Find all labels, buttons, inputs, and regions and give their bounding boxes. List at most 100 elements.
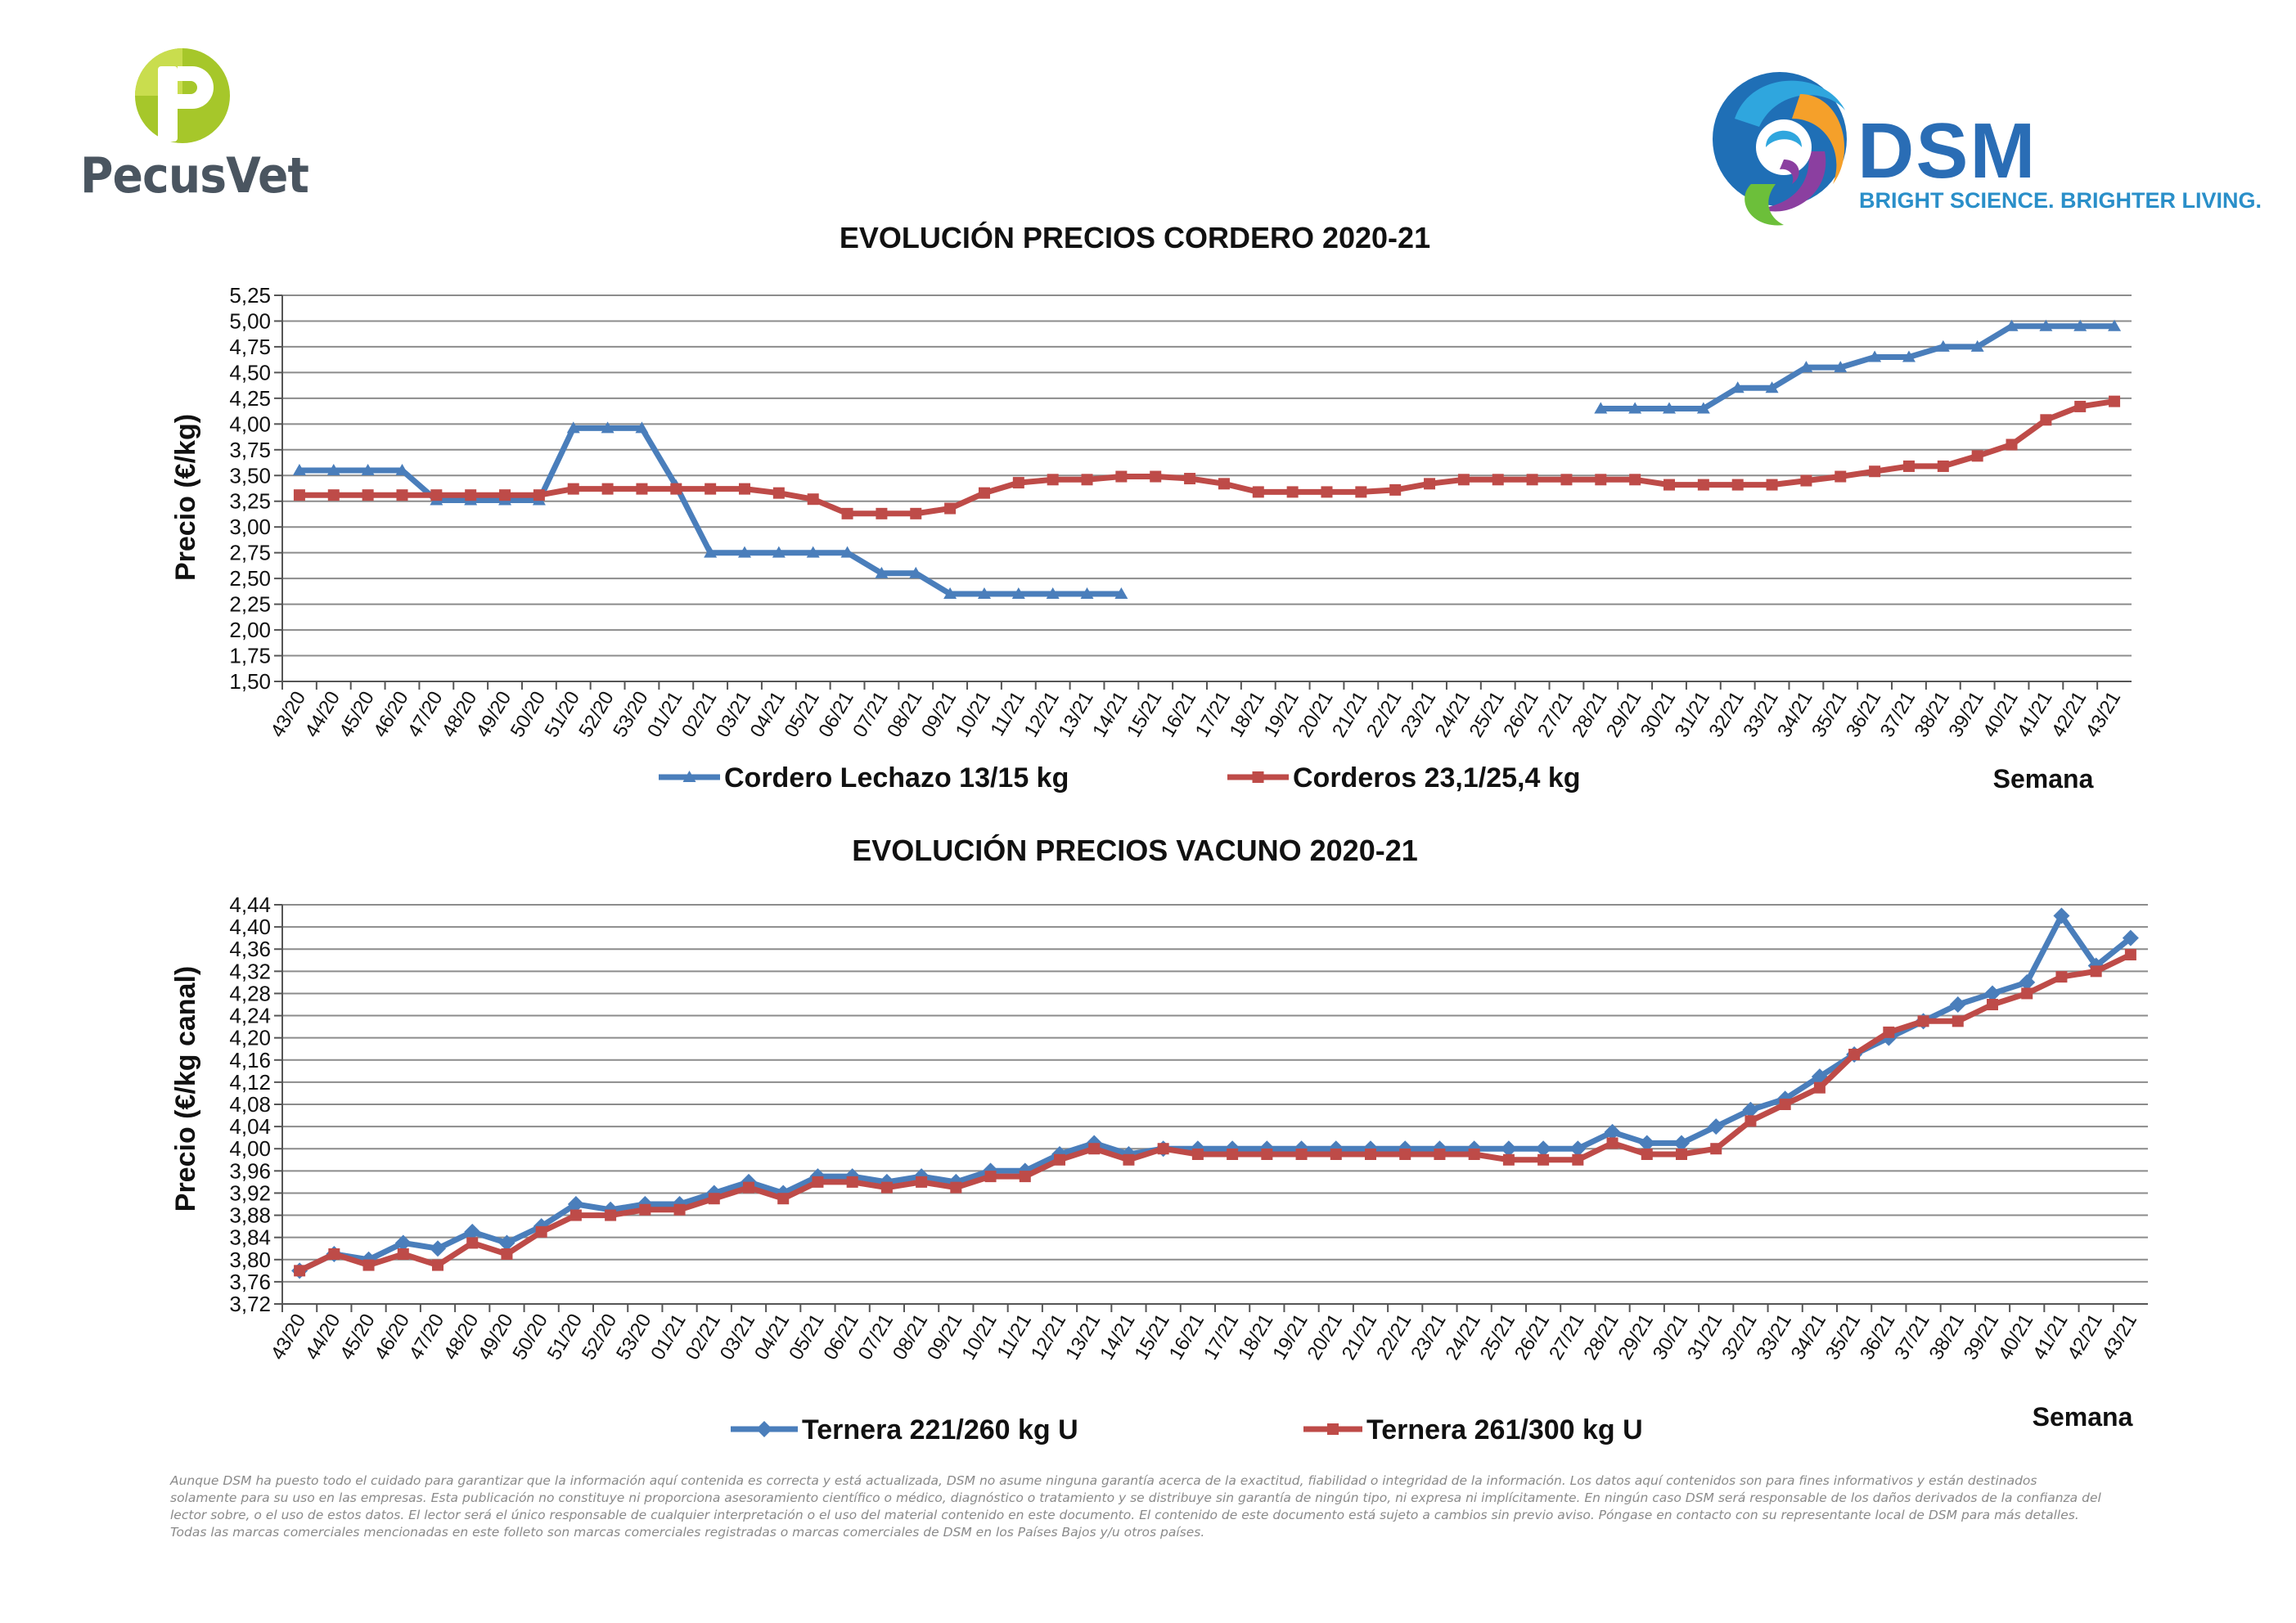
data-point (1114, 587, 1128, 600)
data-point (1424, 478, 1436, 490)
x-tick-label: 43/20 (267, 1311, 310, 1364)
x-tick-label: 53/20 (609, 688, 652, 742)
y-tick-label: 4,32 (229, 959, 271, 983)
x-tick-label: 36/21 (1842, 688, 1885, 742)
x-tick-label: 16/21 (1165, 1311, 1209, 1364)
series-1 (292, 319, 2122, 600)
y-tick-label: 3,92 (229, 1180, 271, 1205)
data-point (1708, 1118, 1725, 1135)
data-point (806, 546, 820, 558)
data-point (2005, 319, 2019, 331)
data-point (738, 546, 751, 558)
data-point (1970, 339, 1984, 352)
data-point (840, 546, 854, 558)
data-point (432, 1259, 443, 1271)
y-tick-label: 4,28 (229, 981, 271, 1005)
data-point (978, 487, 990, 499)
data-point (1987, 999, 1998, 1010)
data-point (1218, 478, 1230, 490)
data-point (1157, 1143, 1169, 1155)
x-tick-label: 24/21 (1431, 688, 1474, 742)
data-point (1434, 1149, 1446, 1160)
x-tick-label: 38/21 (1911, 688, 1954, 742)
data-point (1526, 474, 1538, 486)
x-tick-label: 26/21 (1510, 1311, 1554, 1364)
x-tick-label: 31/21 (1683, 1311, 1727, 1364)
data-point (2090, 965, 2102, 978)
data-point (1286, 486, 1299, 498)
legend-marker (1252, 771, 1264, 783)
data-point (2124, 949, 2136, 960)
data-point (977, 587, 991, 600)
data-point (2074, 400, 2087, 412)
data-point (1399, 1149, 1411, 1160)
data-point (1012, 477, 1024, 489)
x-tick-label: 46/20 (369, 688, 412, 742)
x-tick-label: 51/20 (541, 688, 584, 742)
data-point (1696, 402, 1710, 414)
data-point (1080, 587, 1094, 600)
data-point (465, 489, 477, 501)
data-point (464, 1223, 481, 1240)
data-point (498, 1234, 515, 1252)
data-point (1492, 474, 1504, 486)
x-tick-label: 42/21 (2063, 1311, 2106, 1364)
x-tick-label: 20/21 (1303, 1311, 1347, 1364)
x-tick-label: 01/21 (643, 688, 687, 742)
y-tick-label: 3,72 (229, 1292, 271, 1316)
y-tick-label: 2,75 (229, 541, 271, 565)
data-point (1949, 996, 1966, 1013)
data-point (1252, 486, 1264, 498)
data-point (636, 483, 648, 495)
data-point (327, 489, 340, 501)
y-tick-label: 4,16 (229, 1048, 271, 1072)
data-point (1868, 350, 1882, 362)
series-2 (294, 949, 2136, 1277)
data-point (1046, 587, 1060, 600)
data-point (1537, 1153, 1550, 1166)
data-point (361, 463, 375, 475)
y-tick-label: 2,25 (229, 592, 271, 617)
data-point (499, 489, 511, 501)
data-point (1572, 1153, 1584, 1166)
data-point (293, 489, 305, 501)
y-tick-label: 5,25 (229, 283, 271, 308)
legend-marker (756, 1421, 772, 1437)
x-tick-label: 27/21 (1533, 688, 1577, 742)
data-point (777, 1193, 790, 1205)
y-tick-label: 3,75 (229, 438, 271, 462)
x-tick-label: 43/20 (267, 688, 310, 742)
data-point (910, 507, 922, 519)
x-tick-label: 38/21 (1925, 1311, 1969, 1364)
x-tick-label: 26/21 (1499, 688, 1542, 742)
x-tick-label: 21/21 (1338, 1311, 1381, 1364)
y-tick-label: 3,76 (229, 1270, 271, 1294)
data-point (1365, 1149, 1376, 1160)
data-point (1697, 479, 1709, 491)
data-point (1984, 985, 2001, 1002)
data-point (1191, 1149, 1204, 1160)
data-point (601, 483, 614, 495)
y-tick-label: 3,00 (229, 515, 271, 539)
y-tick-label: 4,75 (229, 335, 271, 359)
data-point (501, 1248, 513, 1260)
data-point (397, 1248, 409, 1260)
data-point (812, 1176, 824, 1188)
data-point (2109, 395, 2121, 407)
x-tick-label: 44/20 (301, 1311, 344, 1364)
data-point (362, 1259, 375, 1271)
data-point (943, 587, 957, 600)
x-tick-label: 34/21 (1787, 1311, 1830, 1364)
data-point (1019, 1171, 1031, 1183)
x-tick-label: 02/21 (682, 1311, 725, 1364)
x-tick-label: 27/21 (1545, 1311, 1588, 1364)
x-tick-label: 18/21 (1226, 688, 1269, 742)
x-tick-label: 05/21 (780, 688, 823, 742)
data-point (396, 489, 408, 501)
data-point (1054, 1153, 1065, 1166)
x-tick-label: 45/20 (335, 688, 378, 742)
data-point (2108, 319, 2122, 331)
legend-marker (1327, 1423, 1339, 1435)
x-tick-label: 37/21 (1890, 1311, 1934, 1364)
y-tick-label: 3,50 (229, 463, 271, 488)
